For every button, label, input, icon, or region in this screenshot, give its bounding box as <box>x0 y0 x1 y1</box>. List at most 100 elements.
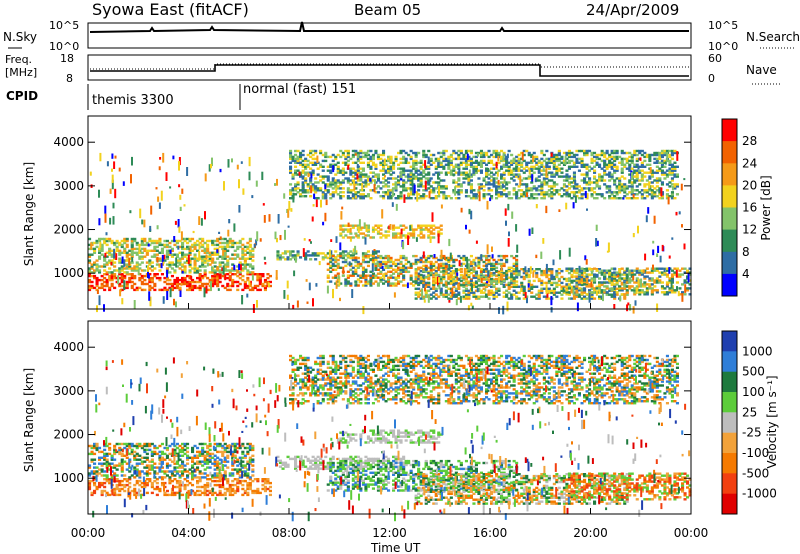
power-cell <box>399 185 403 188</box>
power-cell <box>316 189 320 192</box>
power-cell <box>660 183 664 186</box>
power-cell <box>660 149 664 153</box>
power-cell <box>387 195 391 198</box>
power-cell <box>364 284 368 287</box>
power-cell <box>361 182 364 192</box>
power-cell <box>365 225 368 232</box>
power-cell <box>371 226 375 229</box>
power-cell <box>219 168 222 173</box>
power-cell <box>402 161 406 164</box>
power-cell <box>469 179 473 182</box>
power-cell <box>671 237 674 240</box>
power-cell <box>135 253 139 256</box>
power-cell <box>638 165 642 168</box>
power-cell <box>226 284 230 288</box>
power-cell <box>304 157 308 161</box>
power-cell <box>122 181 125 186</box>
power-cell <box>241 267 245 270</box>
power-cell <box>477 275 481 279</box>
power-cell <box>660 287 664 290</box>
power-cell <box>170 247 174 251</box>
power-cell <box>138 244 141 253</box>
power-cell <box>635 179 639 182</box>
power-cell <box>349 224 353 227</box>
power-cell <box>406 282 409 289</box>
power-cell <box>253 284 257 288</box>
power-cell <box>522 268 526 271</box>
power-cell <box>427 181 431 184</box>
power-cell <box>530 165 534 168</box>
power-cell <box>474 171 478 174</box>
power-cell <box>500 159 504 163</box>
power-cell <box>123 274 127 278</box>
power-cell <box>115 253 118 260</box>
power-cell <box>404 151 408 155</box>
power-cell <box>179 206 182 211</box>
power-cell <box>138 257 142 260</box>
power-cell <box>319 252 323 255</box>
power-cell <box>389 197 393 200</box>
power-cell <box>600 175 604 178</box>
power-cell <box>412 232 416 235</box>
power-cell <box>120 245 124 249</box>
power-cell <box>618 277 622 281</box>
power-cell <box>196 259 200 262</box>
power-cell <box>118 271 122 274</box>
power-cell <box>625 275 629 278</box>
power-cell <box>143 278 147 282</box>
power-cell <box>600 269 604 272</box>
power-cell <box>369 280 373 283</box>
power-cell <box>469 183 473 186</box>
power-cell <box>437 273 441 277</box>
power-cell <box>379 161 383 164</box>
power-cell <box>394 236 398 239</box>
power-cell <box>615 293 619 296</box>
power-cell <box>600 291 604 294</box>
power-cell <box>216 253 220 256</box>
power-cell <box>409 278 413 281</box>
power-cell <box>344 228 348 231</box>
power-cell <box>364 224 368 227</box>
power-cell <box>414 287 418 290</box>
power-cell <box>118 253 122 256</box>
power-cell <box>158 276 162 280</box>
power-cell <box>429 232 433 235</box>
power-cell <box>452 269 456 273</box>
power-cell <box>243 259 247 262</box>
power-cell <box>276 252 280 255</box>
power-cell <box>286 294 289 300</box>
power-cell <box>130 251 134 254</box>
power-cell <box>183 271 187 274</box>
power-cell <box>477 189 481 192</box>
power-cell <box>457 254 461 258</box>
power-cell <box>515 167 519 170</box>
power-cell <box>158 166 161 171</box>
power-cell <box>633 179 637 182</box>
power-cell <box>643 285 647 288</box>
power-cell <box>412 230 416 233</box>
power-cell <box>583 151 587 155</box>
power-cell <box>479 268 483 271</box>
power-cell <box>316 155 319 163</box>
power-cell <box>110 261 113 266</box>
power-cell <box>620 159 624 163</box>
power-cell <box>143 255 147 258</box>
power-cell <box>613 149 617 153</box>
power-cell <box>251 255 255 258</box>
power-cell <box>308 239 311 242</box>
power-cell <box>535 197 539 200</box>
power-cell <box>552 277 556 281</box>
power-cell <box>464 293 468 296</box>
power-cell <box>299 153 303 157</box>
power-cell <box>482 189 486 192</box>
power-cell <box>613 277 617 280</box>
power-cell <box>387 167 391 170</box>
power-cell <box>239 264 242 271</box>
power-cell <box>170 255 174 258</box>
power-cell <box>522 167 526 170</box>
power-cell <box>495 153 499 157</box>
power-cell <box>495 279 499 283</box>
power-cell <box>422 234 426 237</box>
power-cell <box>627 302 630 306</box>
power-cell <box>248 251 252 254</box>
